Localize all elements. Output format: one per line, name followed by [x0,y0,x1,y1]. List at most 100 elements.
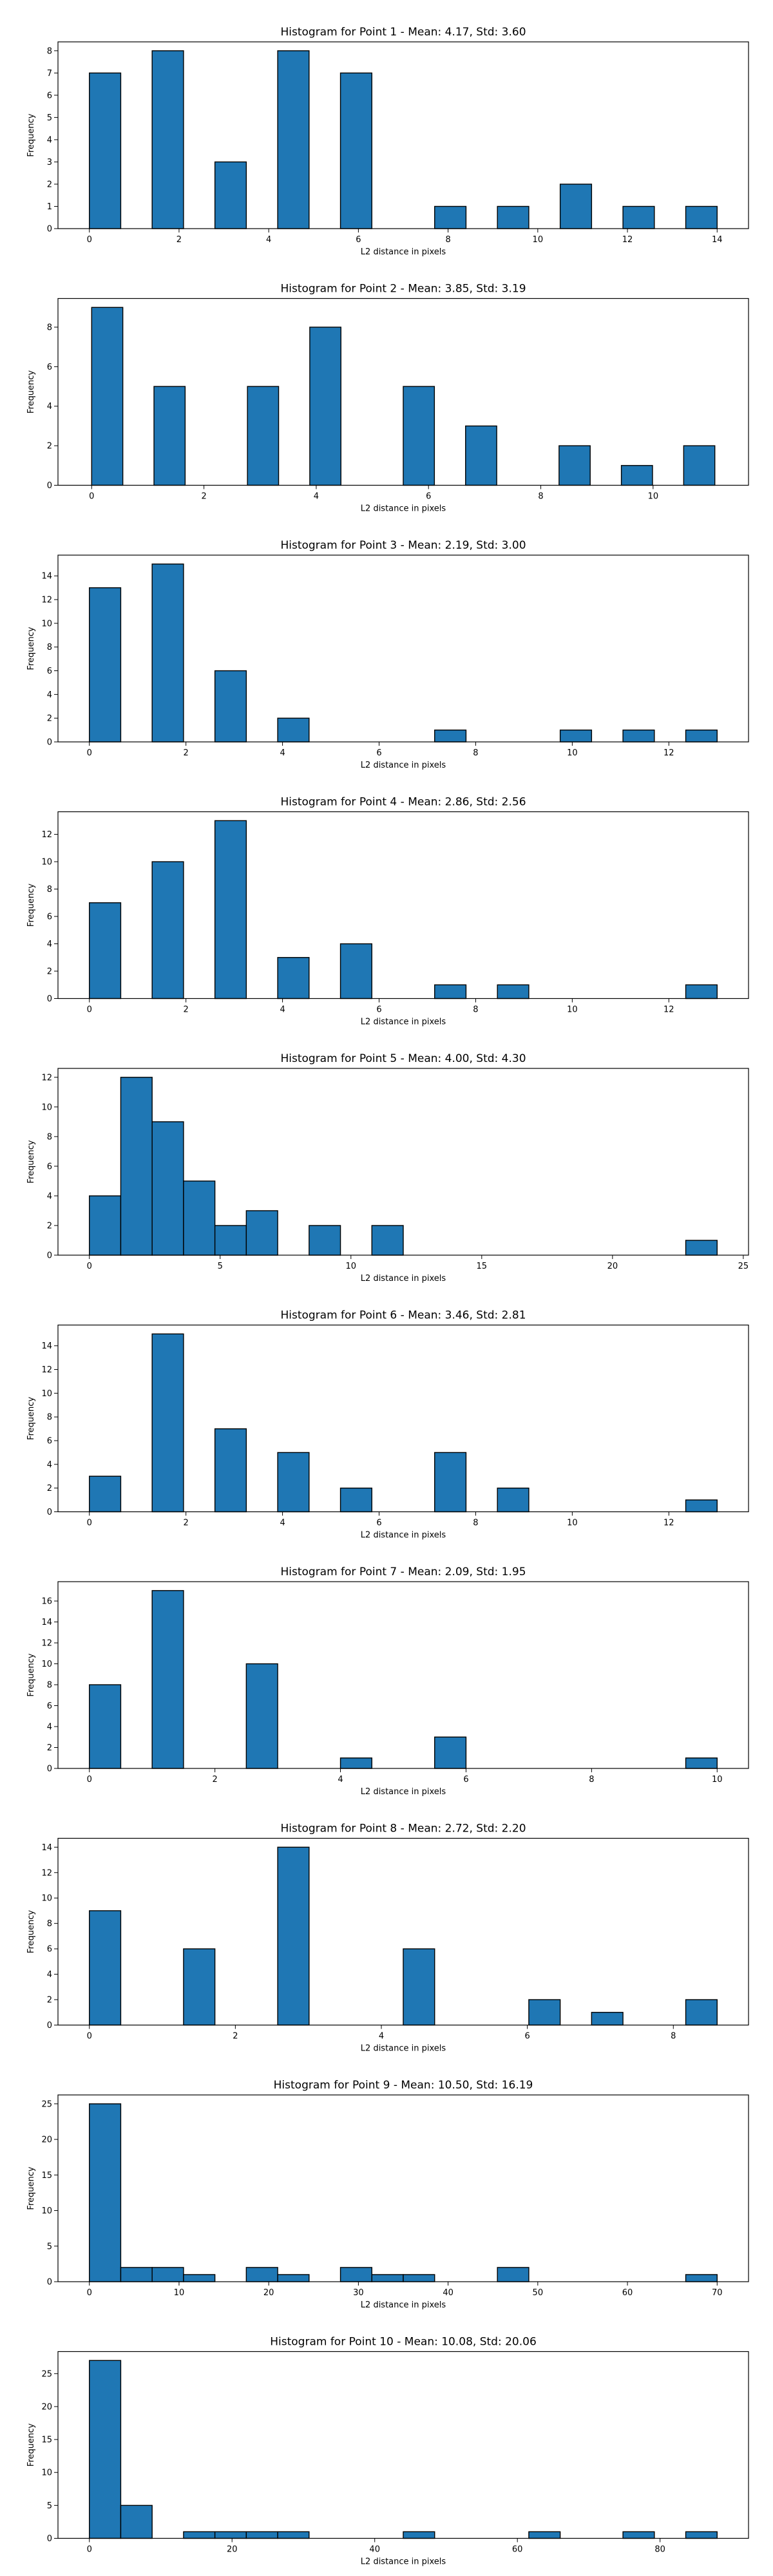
y-tick-label: 8 [47,323,52,332]
chart-title: Histogram for Point 1 - Mean: 4.17, Std:… [280,26,526,39]
x-tick-label: 8 [671,2032,676,2041]
chart-title: Histogram for Point 8 - Mean: 2.72, Std:… [280,1823,526,1835]
plot-frame [57,1068,749,1256]
histogram-bar [685,1999,718,2026]
plot-frame [57,41,749,229]
histogram-bar [434,729,467,743]
histogram-bar [214,820,247,999]
y-tick-label: 8 [47,643,52,652]
histogram-bar [120,2267,153,2282]
y-tick-label: 12 [41,1639,52,1649]
x-tick-label: 8 [473,1005,478,1015]
x-tick-label: 12 [663,748,674,758]
y-tick-label: 20 [41,2402,52,2412]
x-tick-label: 2 [184,1519,189,1528]
x-tick-label: 12 [622,235,633,245]
histogram-bar [214,161,247,229]
histogram-bar [528,2531,561,2539]
histogram-bar [559,184,593,229]
y-tick-label: 5 [47,113,52,123]
histogram-bar [153,386,186,486]
x-tick-label: 0 [87,235,92,245]
chart-title: Histogram for Point 3 - Mean: 2.19, Std:… [280,539,526,552]
x-tick-label: 0 [87,1262,92,1271]
plot-frame [57,298,749,486]
histogram-bar [591,2012,624,2026]
histogram-bar [89,587,122,743]
y-tick-label: 4 [47,402,52,412]
y-axis-label: Frequency [26,2166,36,2210]
x-tick-label: 6 [525,2032,530,2041]
histogram-panel-8: Histogram for Point 8 - Mean: 2.72, Std:… [26,1823,749,2054]
histogram-bar [685,1757,718,1769]
histogram-bar [622,2531,655,2539]
y-tick-label: 0 [47,1765,52,1774]
histogram-bar [434,205,467,229]
x-tick-label: 2 [177,235,182,245]
x-axis-label: L2 distance in pixels [361,1274,446,1283]
histogram-bar [89,902,122,999]
x-tick-label: 2 [184,1005,189,1015]
y-tick-label: 6 [47,1701,52,1711]
y-tick-label: 8 [47,1919,52,1929]
y-axis-label: Frequency [26,2423,36,2467]
histogram-panel-7: Histogram for Point 7 - Mean: 2.09, Std:… [26,1566,749,1797]
histogram-bar [465,425,497,486]
chart-title: Histogram for Point 4 - Mean: 2.86, Std:… [280,796,526,809]
y-tick-label: 10 [41,1660,52,1669]
x-tick-label: 0 [87,2288,92,2298]
histogram-panel-2: Histogram for Point 2 - Mean: 3.85, Std:… [26,283,749,514]
y-tick-label: 10 [41,2206,52,2216]
histogram-bar [497,984,530,999]
histogram-bar [214,1428,247,1513]
x-tick-label: 60 [512,2545,523,2555]
plot-frame [57,554,749,743]
y-tick-label: 6 [47,363,52,372]
histogram-bar [339,1757,372,1769]
y-axis-label: Frequency [26,627,36,670]
histogram-bar [277,1846,310,2026]
y-tick-label: 4 [47,690,52,700]
chart-title: Histogram for Point 9 - Mean: 10.50, Std… [274,2079,533,2092]
histogram-bar [214,2531,247,2539]
y-tick-label: 2 [47,967,52,977]
histogram-bar [528,1999,561,2026]
x-tick-label: 6 [376,1519,381,1528]
x-axis-label: L2 distance in pixels [361,2300,446,2310]
x-tick-label: 6 [376,748,381,758]
y-tick-label: 0 [47,481,52,491]
y-tick-label: 8 [47,885,52,895]
y-tick-label: 6 [47,913,52,922]
x-tick-label: 10 [346,1262,357,1271]
x-tick-label: 2 [212,1775,217,1785]
y-axis-label: Frequency [26,884,36,927]
histogram-bar [183,2531,216,2539]
y-tick-label: 2 [47,180,52,189]
histogram-bar [685,205,718,229]
y-tick-label: 12 [41,1868,52,1878]
plot-frame [57,2094,749,2282]
y-tick-label: 7 [47,69,52,79]
x-tick-label: 70 [712,2288,723,2298]
y-tick-label: 25 [41,2099,52,2109]
y-tick-label: 15 [41,2171,52,2181]
y-tick-label: 4 [47,1460,52,1470]
x-tick-label: 25 [738,1262,749,1271]
histogram-bar [277,1452,310,1513]
x-axis-label: L2 distance in pixels [361,247,446,257]
y-tick-label: 4 [47,1723,52,1732]
x-tick-label: 0 [87,2545,92,2555]
y-tick-label: 0 [47,2021,52,2031]
y-tick-label: 0 [47,2278,52,2287]
y-axis-label: Frequency [26,1653,36,1696]
histogram-bar [685,2531,718,2539]
y-tick-label: 2 [47,1484,52,1493]
x-tick-label: 0 [87,2032,92,2041]
y-tick-label: 2 [47,714,52,724]
x-tick-label: 8 [589,1775,594,1785]
histogram-bar [403,386,435,486]
y-tick-label: 6 [47,1945,52,1955]
histogram-bar [339,72,372,229]
x-axis-label: L2 distance in pixels [361,2557,446,2567]
x-tick-label: 20 [607,1262,618,1271]
